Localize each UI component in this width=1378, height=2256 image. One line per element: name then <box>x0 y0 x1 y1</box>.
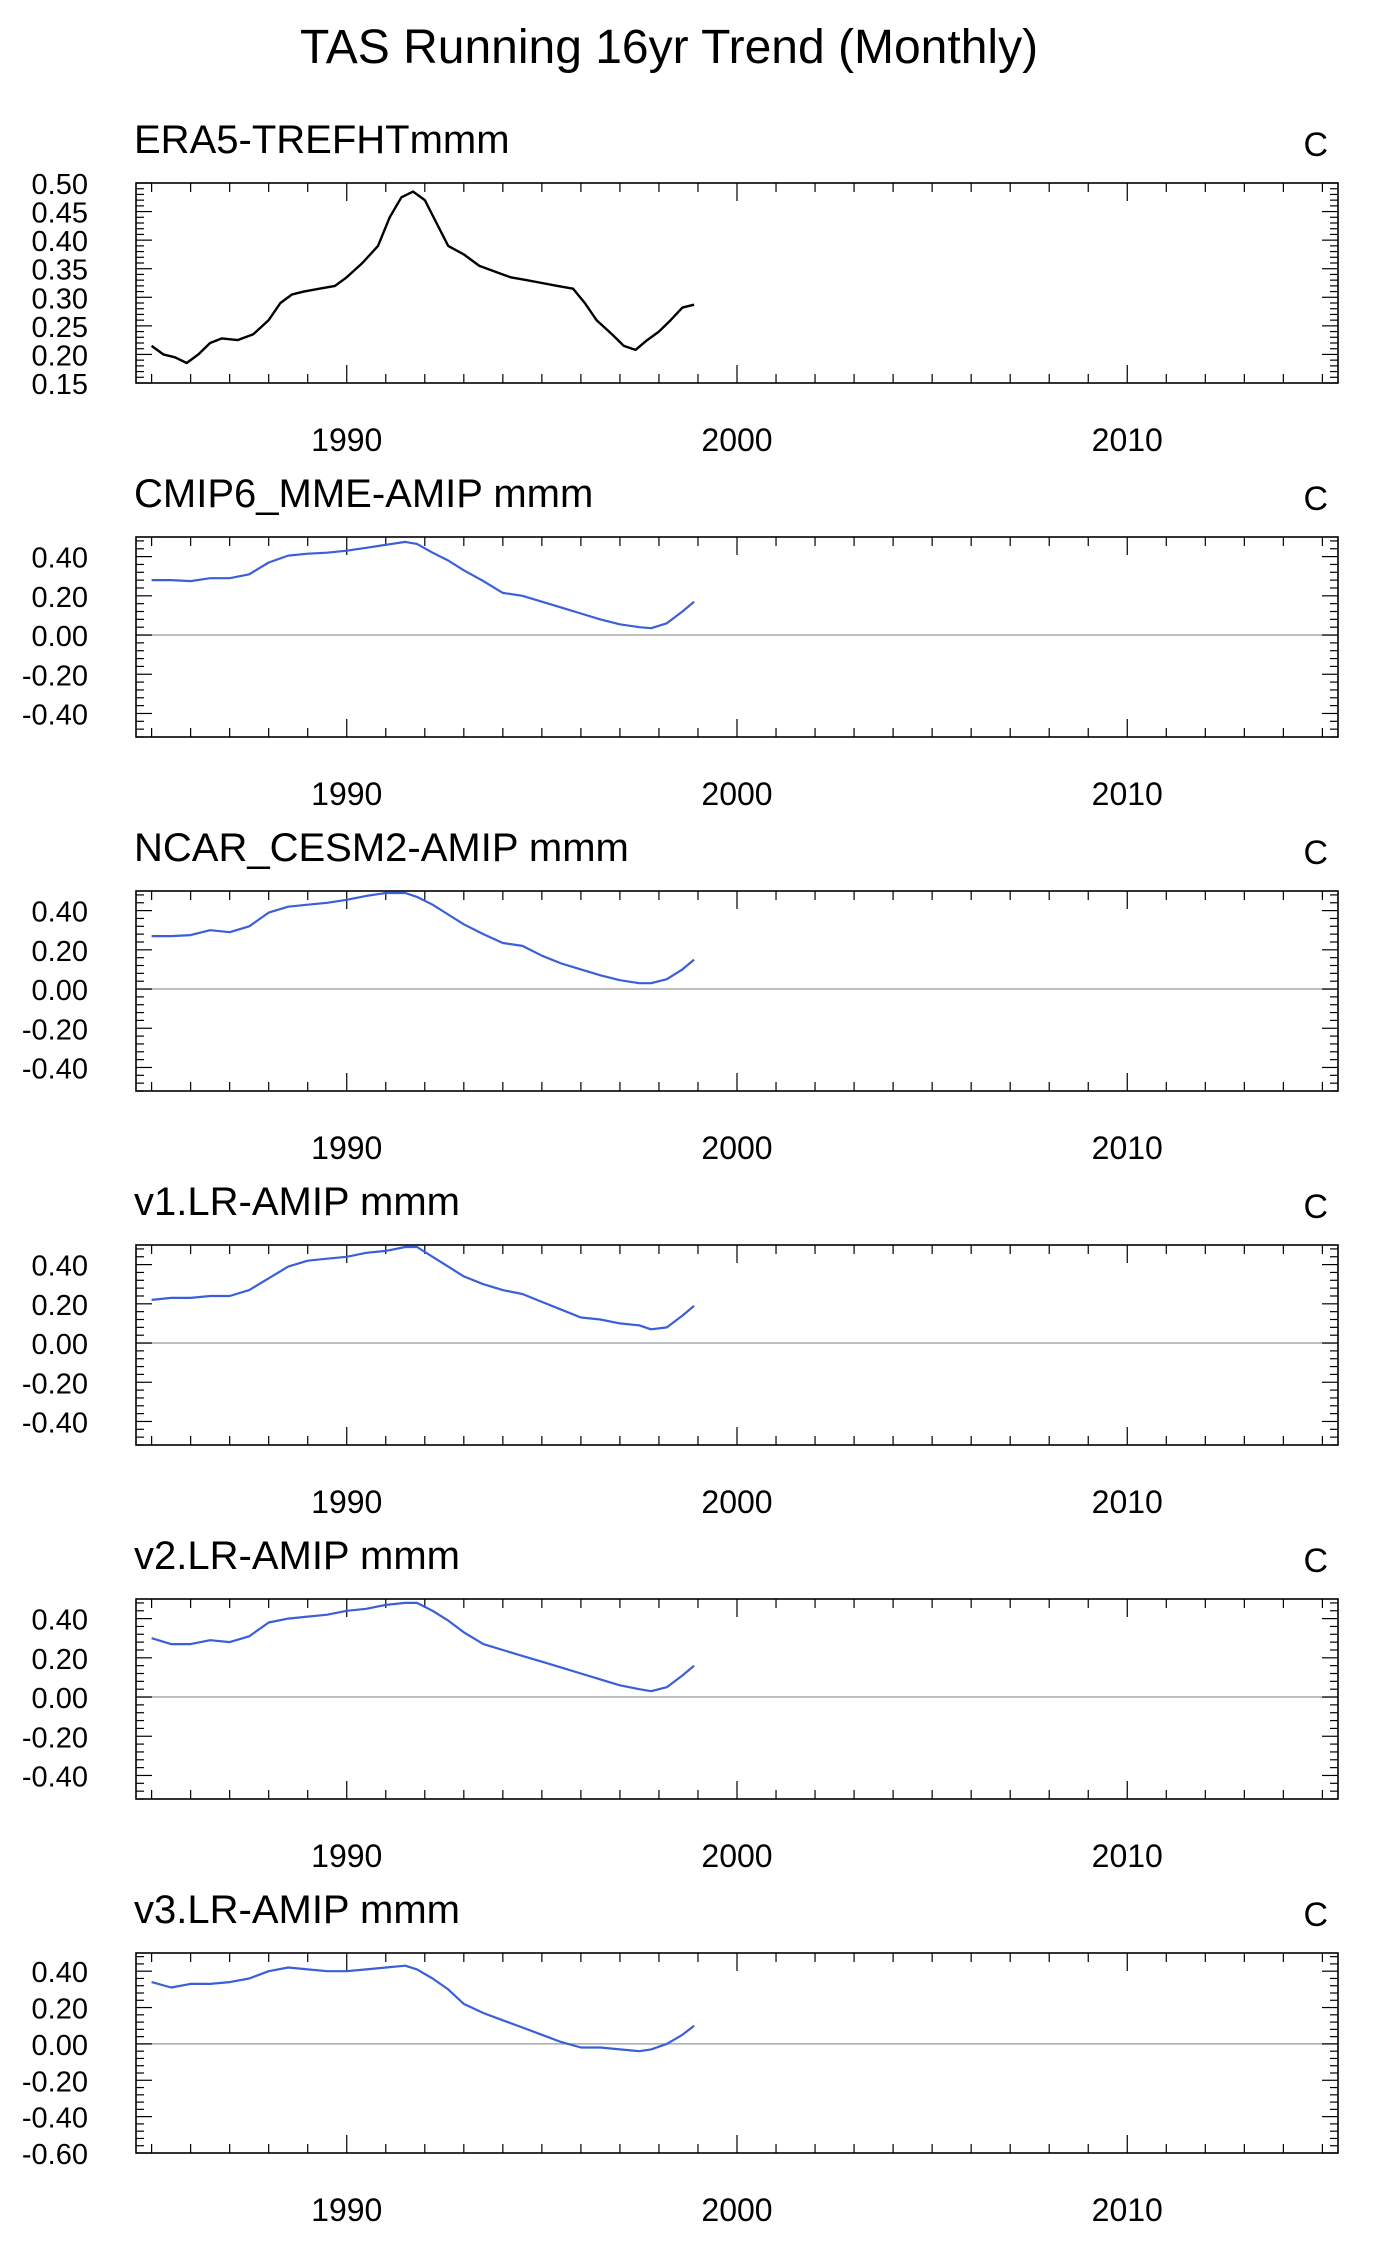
x-tick-label: 2010 <box>1092 1838 1163 1874</box>
panel-title: v3.LR-AMIP mmm <box>134 1888 460 1932</box>
panel-title: CMIP6_MME-AMIP mmm <box>134 472 593 516</box>
y-tick-label: 0.00 <box>32 2030 88 2062</box>
y-tick-label: 0.20 <box>32 582 88 614</box>
plot-frame <box>135 890 1339 1092</box>
y-tick-label: 0.15 <box>32 369 88 401</box>
panel-3: NCAR_CESM2-AMIP mmm C 1990 2000 2010 -0.40 -0.… <box>22 826 1339 1166</box>
series-line <box>151 540 695 630</box>
x-tick-label: 1990 <box>311 776 382 812</box>
x-tick-label: 1990 <box>311 422 382 458</box>
x-tick-label: 2010 <box>1092 422 1163 458</box>
y-tick-label: 0.40 <box>32 1957 88 1989</box>
panel-units: C <box>1303 480 1328 518</box>
x-tick-label: 2000 <box>701 776 772 812</box>
x-tick-label: 2010 <box>1092 776 1163 812</box>
y-tick-label: -0.20 <box>22 1368 88 1400</box>
panel-2: CMIP6_MME-AMIP mmm C 1990 2000 2010 -0.40 -0.2… <box>22 472 1339 812</box>
x-tick-label: 2010 <box>1092 2192 1163 2228</box>
y-tick-label: 0.30 <box>32 283 88 315</box>
panel-units: C <box>1303 126 1328 164</box>
panel-units: C <box>1303 1188 1328 1226</box>
plot-frame <box>135 1598 1339 1800</box>
y-tick-label: -0.40 <box>22 1407 88 1439</box>
y-tick-label: 0.40 <box>32 543 88 575</box>
y-tick-label: -0.20 <box>22 1722 88 1754</box>
panel-units: C <box>1303 834 1328 872</box>
y-tick-label: 0.40 <box>32 897 88 929</box>
panel-5: v2.LR-AMIP mmm C 1990 2000 2010 -0.40 -0.20 0.0… <box>22 1534 1339 1874</box>
y-tick-label: -0.20 <box>22 1014 88 1046</box>
series-line <box>151 1964 695 2053</box>
figure-title: TAS Running 16yr Trend (Monthly) <box>300 21 1038 74</box>
y-tick-label: 0.40 <box>32 1605 88 1637</box>
y-tick-label: 0.25 <box>32 312 88 344</box>
x-tick-label: 2010 <box>1092 1484 1163 1520</box>
x-tick-label: 2000 <box>701 1838 772 1874</box>
panel-title: NCAR_CESM2-AMIP mmm <box>134 826 629 870</box>
plot-frame <box>135 182 1339 384</box>
panel-units: C <box>1303 1896 1328 1934</box>
y-tick-label: -0.40 <box>22 1761 88 1793</box>
plot-frame <box>135 536 1339 738</box>
y-tick-label: -0.40 <box>22 699 88 731</box>
y-tick-label: -0.40 <box>22 2103 88 2135</box>
x-tick-label: 1990 <box>311 2192 382 2228</box>
y-tick-label: 0.20 <box>32 1994 88 2026</box>
series-line <box>150 190 695 365</box>
panel-4: v1.LR-AMIP mmm C 1990 2000 2010 -0.40 -0.20 0.0… <box>22 1180 1339 1520</box>
y-tick-label: -0.40 <box>22 1053 88 1085</box>
x-tick-label: 1990 <box>311 1838 382 1874</box>
y-tick-label: 0.35 <box>32 255 88 287</box>
series-line <box>151 1601 695 1693</box>
panel-units: C <box>1303 1542 1328 1580</box>
x-tick-label: 1990 <box>311 1130 382 1166</box>
y-tick-label: 0.00 <box>32 621 88 653</box>
x-tick-label: 2010 <box>1092 1130 1163 1166</box>
y-tick-label: 0.50 <box>32 169 88 201</box>
y-tick-label: 0.20 <box>32 340 88 372</box>
y-tick-label: 0.20 <box>32 936 88 968</box>
series-line <box>151 1245 695 1331</box>
x-tick-label: 2000 <box>701 422 772 458</box>
y-tick-label: -0.20 <box>22 660 88 692</box>
y-tick-label: 0.00 <box>32 1329 88 1361</box>
x-tick-label: 1990 <box>311 1484 382 1520</box>
x-tick-label: 2000 <box>701 1130 772 1166</box>
panel-title: v2.LR-AMIP mmm <box>134 1534 460 1578</box>
y-tick-label: 0.40 <box>32 1251 88 1283</box>
plot-frame <box>135 1952 1339 2154</box>
panel-title: ERA5-TREFHTmmm <box>134 118 510 162</box>
y-tick-label: 0.00 <box>32 1683 88 1715</box>
y-tick-label: 0.20 <box>32 1644 88 1676</box>
panel-title: v1.LR-AMIP mmm <box>134 1180 460 1224</box>
x-tick-label: 2000 <box>701 1484 772 1520</box>
y-tick-label: 0.20 <box>32 1290 88 1322</box>
y-tick-label: 0.00 <box>32 975 88 1007</box>
panel-6: v3.LR-AMIP mmm C 1990 2000 2010 -0.60 -0.40 -0.… <box>22 1888 1339 2228</box>
plot-frame <box>135 1244 1339 1446</box>
y-tick-label: -0.60 <box>22 2139 88 2171</box>
y-tick-label: 0.45 <box>32 198 88 230</box>
series-line <box>151 891 695 985</box>
y-tick-label: -0.20 <box>22 2066 88 2098</box>
x-tick-label: 2000 <box>701 2192 772 2228</box>
y-tick-label: 0.40 <box>32 226 88 258</box>
